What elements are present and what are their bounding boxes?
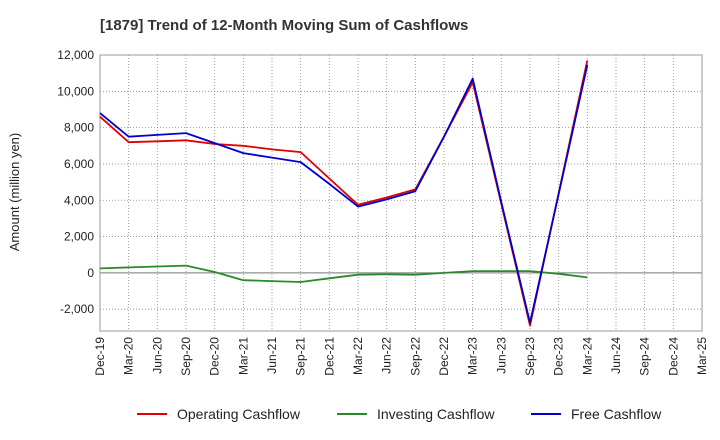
x-tick-label: Jun-21 <box>265 337 279 374</box>
x-tick-label: Mar-23 <box>466 337 480 375</box>
x-tick-label: Sep-21 <box>294 337 308 376</box>
x-tick-label: Mar-21 <box>236 337 250 375</box>
x-tick-label: Jun-23 <box>494 337 508 374</box>
x-tick-label: Sep-24 <box>638 337 652 376</box>
x-tick-label: Mar-22 <box>351 337 365 375</box>
y-tick-label: 6,000 <box>64 157 94 171</box>
series-line <box>99 264 588 283</box>
series-lines <box>99 60 589 327</box>
series-line <box>99 64 589 324</box>
x-tick-label: Sep-23 <box>523 337 537 376</box>
x-tick-label: Dec-21 <box>322 337 336 376</box>
legend-label: Investing Cashflow <box>377 406 495 422</box>
legend-label: Operating Cashflow <box>177 406 301 422</box>
x-tick-label: Jun-24 <box>609 337 623 374</box>
x-tick-label: Mar-20 <box>122 337 136 375</box>
plot-area-frame <box>99 54 703 332</box>
x-tick-label: Dec-20 <box>208 337 222 376</box>
x-tick-label: Jun-20 <box>150 337 164 374</box>
x-tick-label: Sep-22 <box>408 337 422 376</box>
y-tick-label: 10,000 <box>57 84 94 98</box>
x-tick-label: Dec-23 <box>552 337 566 376</box>
y-tick-label: 4,000 <box>64 193 94 207</box>
x-tick-label: Jun-22 <box>380 337 394 374</box>
y-axis-ticks: -2,000 0 2,000 4,000 6,000 8,000 10,000 12,000 <box>57 48 94 316</box>
y-axis-label: Amount (million yen) <box>7 133 22 252</box>
x-tick-label: Mar-25 <box>695 337 709 375</box>
y-tick-label: -2,000 <box>60 302 94 316</box>
legend: Operating Cashflow Investing Cashflow Free… <box>137 406 662 422</box>
y-tick-label: 12,000 <box>57 48 94 62</box>
x-tick-label: Sep-20 <box>179 337 193 376</box>
x-tick-label: Dec-22 <box>437 337 451 376</box>
x-axis-ticks: Dec-19 Mar-20 Jun-20 Sep-20 Dec-20 Mar-21 Jun-… <box>93 337 709 376</box>
y-tick-label: 2,000 <box>64 230 94 244</box>
x-tick-label: Dec-24 <box>666 337 680 376</box>
series-line <box>99 60 589 327</box>
chart-title: [1879] Trend of 12-Month Moving Sum of C… <box>100 17 468 34</box>
x-tick-label: Dec-19 <box>93 337 107 376</box>
y-tick-label: 0 <box>87 266 94 280</box>
legend-label: Free Cashflow <box>571 406 662 422</box>
y-tick-label: 8,000 <box>64 121 94 135</box>
x-tick-label: Mar-24 <box>580 337 594 375</box>
